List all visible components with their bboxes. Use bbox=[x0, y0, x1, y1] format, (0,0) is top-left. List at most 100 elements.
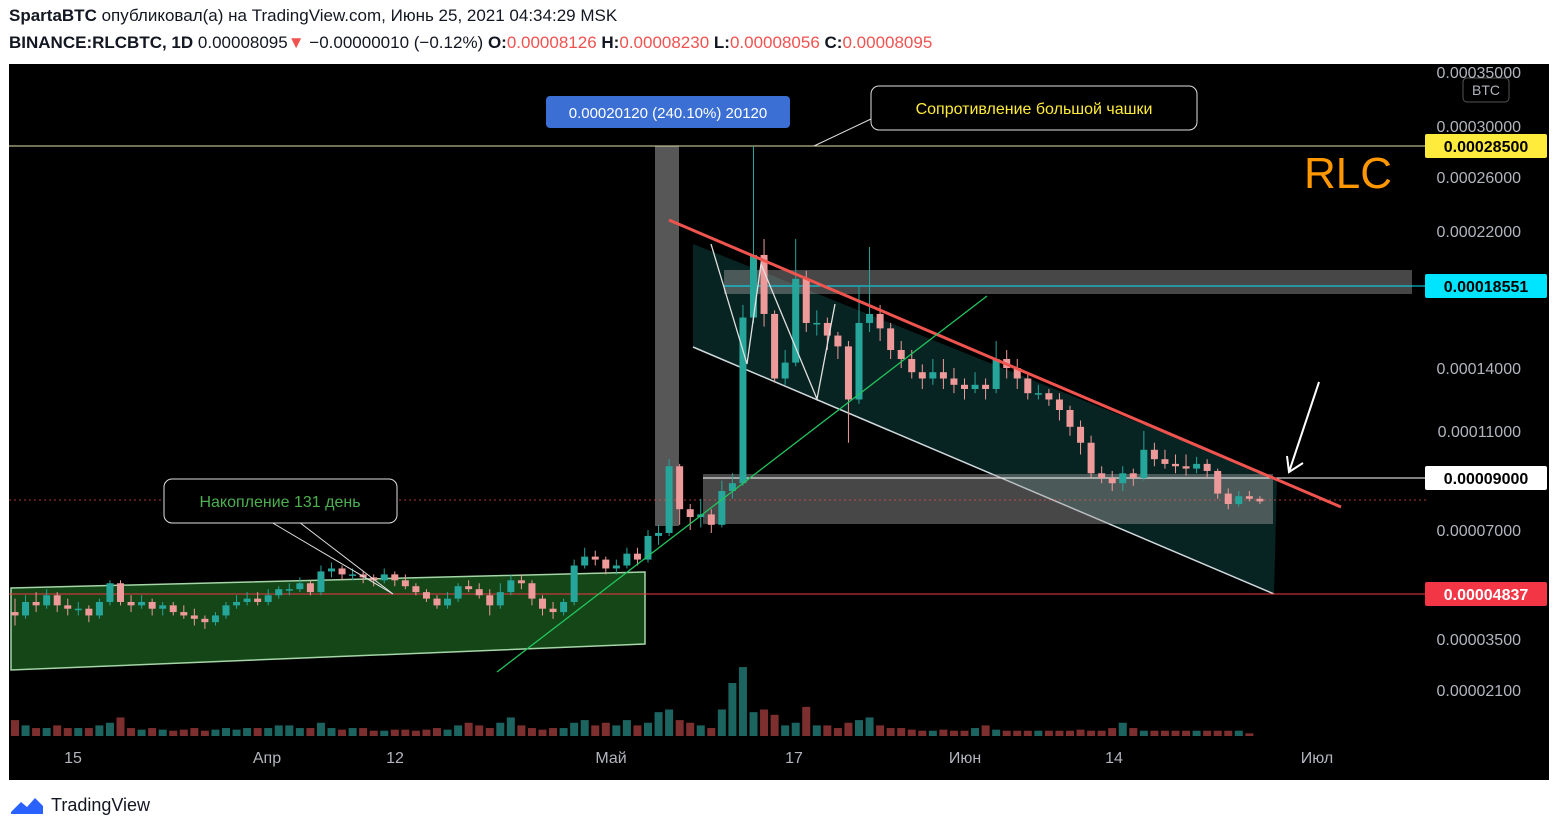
candle-body bbox=[581, 556, 589, 566]
candle-body bbox=[1182, 466, 1190, 469]
volume-bar bbox=[1055, 730, 1064, 736]
volume-bar bbox=[485, 728, 494, 736]
candle-body bbox=[190, 615, 198, 619]
volume-bar bbox=[306, 728, 315, 736]
volume-bar bbox=[169, 730, 178, 736]
candle-body bbox=[686, 509, 694, 517]
volume-bar bbox=[812, 725, 821, 736]
volume-bar bbox=[1224, 730, 1233, 736]
x-axis-tick: 12 bbox=[386, 750, 404, 767]
y-axis-tick: 0.00026000 bbox=[1436, 170, 1521, 187]
resistance-callout-pointer bbox=[813, 118, 872, 147]
volume-bar bbox=[84, 728, 93, 736]
candle-body bbox=[85, 608, 93, 616]
y-axis-tick: 0.00035000 bbox=[1436, 65, 1521, 82]
volume-bar bbox=[454, 725, 463, 736]
candle-body bbox=[950, 378, 958, 385]
volume-bar bbox=[833, 728, 842, 736]
volume-bar bbox=[1171, 730, 1180, 736]
tradingview-brand: TradingView bbox=[51, 794, 151, 815]
open-value: 0.00008126 bbox=[506, 33, 597, 52]
low-value: 0.00008056 bbox=[729, 33, 820, 52]
volume-bar bbox=[1002, 730, 1011, 736]
chart-area[interactable]: 0.00020120 (240.10%) 20120 Сопротивление … bbox=[9, 64, 1549, 780]
candle-body bbox=[95, 601, 103, 616]
volume-bar bbox=[200, 730, 209, 736]
volume-bar bbox=[686, 722, 695, 736]
symbol-label[interactable]: BINANCE:RLCBTC, 1D bbox=[9, 33, 194, 52]
volume-bar bbox=[359, 728, 368, 736]
volume-bar bbox=[928, 730, 937, 736]
candle-body bbox=[486, 595, 494, 606]
volume-bar bbox=[971, 728, 980, 736]
candle-body bbox=[665, 466, 673, 533]
volume-bar bbox=[844, 722, 853, 736]
y-axis-tick: 0.00014000 bbox=[1436, 361, 1521, 378]
candle-body bbox=[939, 372, 947, 379]
candle-body bbox=[908, 358, 916, 373]
resistance-callout-text: Сопротивление большой чашки bbox=[916, 101, 1153, 118]
author-name[interactable]: SpartaBTC bbox=[9, 6, 97, 25]
down-arrow-icon: ▼ bbox=[287, 33, 305, 52]
volume-bar bbox=[338, 729, 347, 736]
volume-bar bbox=[369, 730, 378, 736]
y-axis-tick: 0.00030000 bbox=[1436, 119, 1521, 136]
candle-body bbox=[1077, 426, 1085, 443]
high-label: H: bbox=[601, 33, 620, 52]
candle-body bbox=[475, 589, 483, 596]
candle-body bbox=[222, 605, 230, 616]
candle-body bbox=[328, 568, 335, 572]
volume-bar bbox=[1034, 730, 1043, 736]
candle-body bbox=[1034, 393, 1042, 395]
volume-bar bbox=[1076, 729, 1085, 736]
candle-body bbox=[570, 565, 578, 602]
candle-body bbox=[1024, 378, 1032, 394]
low-label: L: bbox=[713, 33, 730, 52]
x-axis-tick: Май bbox=[595, 750, 626, 767]
accumulation-callout-pointer bbox=[270, 521, 394, 595]
candle-body bbox=[11, 612, 19, 616]
candle-body bbox=[834, 335, 842, 347]
volume-bar bbox=[1213, 730, 1222, 736]
candle-body bbox=[802, 278, 810, 323]
resistance-zone bbox=[724, 270, 1412, 294]
volume-bar bbox=[327, 728, 336, 736]
price-change: −0.00000010 (−0.12%) bbox=[309, 33, 484, 52]
volume-bar bbox=[158, 729, 167, 736]
volume-bar bbox=[285, 725, 294, 736]
candle-body bbox=[707, 514, 715, 525]
candle-body bbox=[876, 313, 884, 329]
volume-bar bbox=[95, 725, 104, 736]
volume-bar bbox=[855, 720, 863, 736]
candle-body bbox=[22, 601, 30, 616]
volume-bar bbox=[865, 717, 874, 736]
volume-bar bbox=[1234, 730, 1243, 736]
candle-body bbox=[74, 608, 82, 611]
y-axis-tick: 0.00007000 bbox=[1436, 523, 1521, 540]
candle-body bbox=[633, 553, 641, 560]
volume-bar bbox=[728, 683, 737, 736]
volume-bar bbox=[464, 722, 473, 736]
candle-body bbox=[1119, 473, 1127, 484]
volume-bar bbox=[105, 722, 114, 736]
volume-bar bbox=[992, 729, 1001, 736]
volume-bar bbox=[148, 728, 157, 736]
candle-body bbox=[750, 254, 757, 318]
volume-bar bbox=[622, 720, 631, 736]
tradingview-footer[interactable]: TradingView bbox=[9, 794, 150, 816]
volume-bar bbox=[591, 725, 600, 736]
volume-bar bbox=[749, 712, 758, 736]
volume-bar bbox=[506, 717, 515, 736]
close-value: 0.00008095 bbox=[842, 33, 933, 52]
volume-bar bbox=[527, 728, 536, 736]
candle-body bbox=[454, 586, 462, 599]
volume-bar bbox=[886, 728, 895, 736]
candle-body bbox=[1150, 449, 1158, 460]
price-chart[interactable]: 0.00020120 (240.10%) 20120 Сопротивление … bbox=[9, 64, 1549, 780]
candle-body bbox=[887, 328, 895, 350]
candle-body bbox=[961, 384, 968, 389]
volume-bar bbox=[475, 725, 484, 736]
volume-bar bbox=[823, 725, 832, 736]
volume-bar bbox=[633, 725, 642, 736]
x-axis-tick: 15 bbox=[64, 750, 82, 767]
